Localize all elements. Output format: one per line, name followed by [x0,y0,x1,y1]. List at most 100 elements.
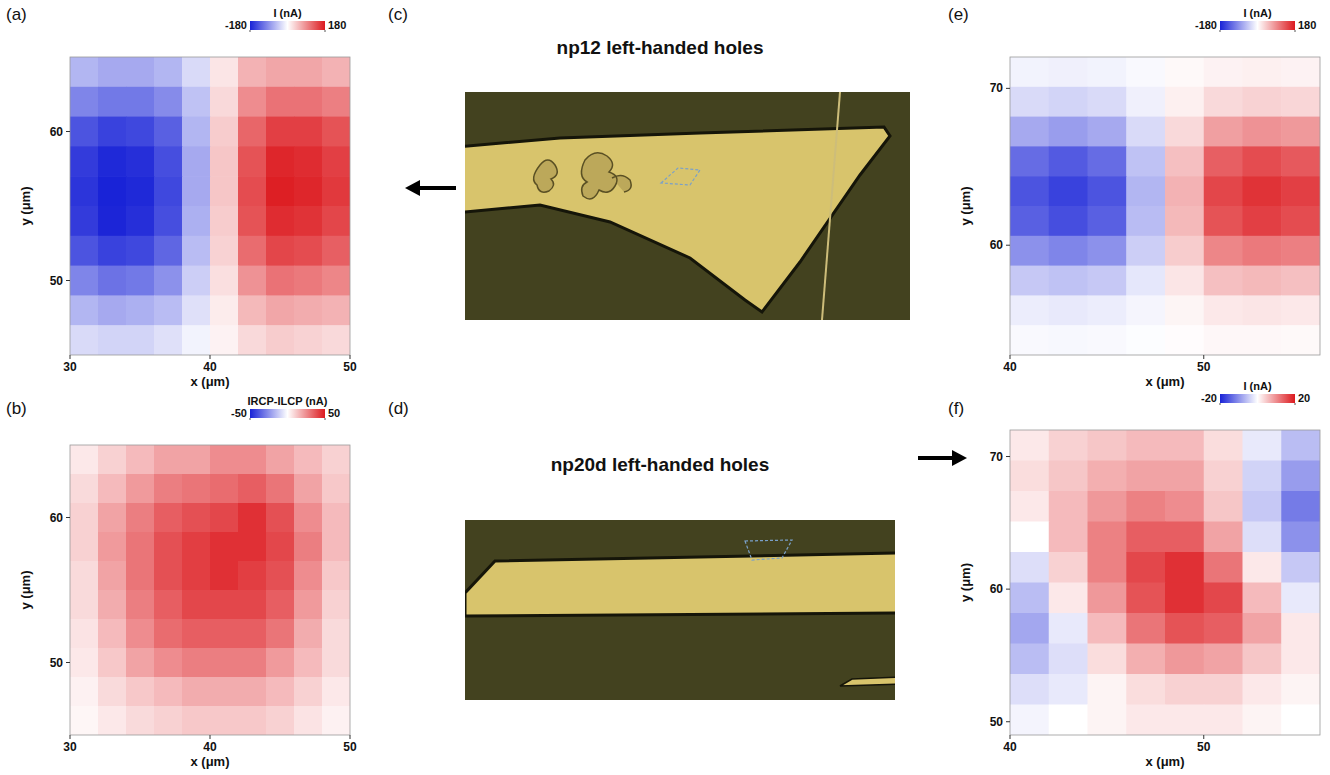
heatmap-cell [70,445,99,475]
heatmap-cell [322,532,350,562]
heatmap-cell [1049,146,1088,176]
hole-outline [745,540,792,560]
heatmap-cell [182,57,211,87]
arrow-head [952,450,967,466]
heatmap-cell [98,266,127,296]
heatmap-cell [1049,491,1088,522]
heatmap-cell [98,474,127,504]
heatmap-cell [322,146,350,176]
heatmap-cell [1165,583,1204,614]
heatmap-cell [182,677,211,707]
heatmap-cell [322,206,350,236]
heatmap-cell [126,590,155,620]
heatmap-cell [1165,57,1204,87]
heatmap-cell [1243,206,1282,236]
heatmap-cell [210,706,239,735]
y-tick [1006,721,1010,722]
heatmap-cell [1010,705,1049,736]
arrow [918,456,954,460]
heatmap-cell [70,266,99,296]
x-tick-label: 50 [343,740,357,754]
heatmap-cell [154,706,183,735]
heatmap-cell [1281,430,1320,461]
heatmap-cell [294,445,323,475]
heatmap-cell [126,648,155,678]
heatmap-cell [266,532,295,562]
heatmap-cell [182,295,211,325]
heatmap-cell [322,648,350,678]
heatmap-cell [98,590,127,620]
colorbar-tick [325,418,326,420]
heatmap-cell [70,206,99,236]
heatmap-cell [1281,206,1320,236]
heatmap-cell [266,325,295,355]
heatmap-cell [126,677,155,707]
colorbar-tick [1220,30,1221,32]
heatmap-cell [210,206,239,236]
heatmap-cell [1204,146,1243,176]
panel-letter: (b) [6,399,27,418]
heatmap-cell [1010,87,1049,117]
x-tick [210,355,211,359]
heatmap-cell [1088,491,1127,522]
heatmap-cell [322,325,350,355]
residue [581,153,631,199]
heatmap-cell [126,325,155,355]
heatmap-cell [182,236,211,266]
heatmap-cell [1204,705,1243,736]
heatmap-cell [1010,644,1049,675]
heatmap-cell [210,503,239,533]
heatmap-cell [98,117,127,147]
colorbar-tick [1295,403,1296,405]
heatmap-cell [322,236,350,266]
heatmap-cell [70,146,99,176]
heatmap-cell [182,706,211,735]
heatmap-cell [1243,87,1282,117]
heatmap-cell [1088,295,1127,325]
heatmap-cell [1281,583,1320,614]
heatmap-cell [1243,461,1282,492]
heatmap-cell [1281,117,1320,147]
heatmap-cell [1165,705,1204,736]
heatmap-cell [70,590,99,620]
heatmap-cell [1243,705,1282,736]
residue [534,160,558,192]
heatmap-cell [70,677,99,707]
heatmap-cells [70,57,350,355]
heatmap-cell [1165,461,1204,492]
heatmap-cell [1281,613,1320,644]
colorbar [250,409,325,418]
heatmap-cell [1126,206,1165,236]
heatmap-cell [154,532,183,562]
heatmap-cell [70,503,99,533]
heatmap-cell [322,561,350,591]
y-tick-label: 50 [50,274,64,288]
heatmap-cell [322,266,350,296]
heatmap-cell [1088,522,1127,553]
x-tick-label: 30 [63,360,77,374]
y-axis-title: y (μm) [18,186,33,225]
heatmap-cell [210,146,239,176]
y-axis-title: y (μm) [958,186,973,225]
wire [822,92,840,320]
colorbar [1220,394,1295,403]
heatmap-cell [1049,266,1088,296]
heatmap-cell [154,325,183,355]
heatmap-cell [1204,325,1243,355]
heatmap-cell [294,561,323,591]
heatmap-cell [1204,491,1243,522]
heatmap-cell [1126,117,1165,147]
heatmap-cell [210,677,239,707]
heatmap-cell [126,146,155,176]
colorbar-title: I (nA) [1243,380,1271,392]
heatmap-cell [238,117,267,147]
heatmap-cell [98,445,127,475]
heatmap-cell [322,590,350,620]
x-tick [350,735,351,739]
panel-letter: (c) [388,5,408,24]
heatmap-cell [1204,236,1243,266]
heatmap-cells [1010,57,1320,355]
heatmap-cell [210,266,239,296]
heatmap-cell [70,561,99,591]
colorbar-tick [1220,403,1221,405]
